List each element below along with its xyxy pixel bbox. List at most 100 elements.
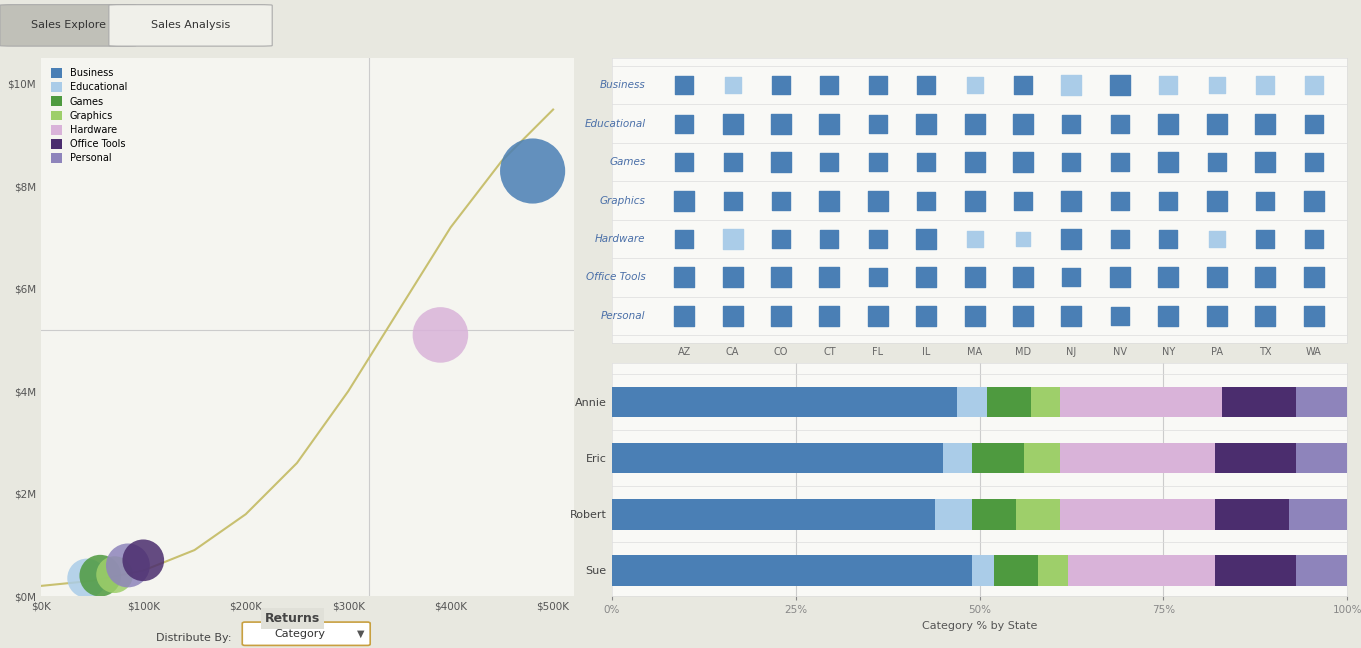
Text: Distribute By:: Distribute By: [157,632,231,643]
Point [1157,310,1179,321]
Text: Returns: Returns [265,612,320,625]
Bar [1060,443,1215,474]
Point [916,119,938,129]
Point [1109,310,1131,321]
Point [818,310,840,321]
Point [916,310,938,321]
Bar [995,555,1038,586]
Bar [1038,555,1068,586]
Bar [935,499,972,529]
Bar [943,443,972,474]
Point [90,570,112,581]
Point [867,195,889,205]
Text: ▼: ▼ [357,629,365,639]
Point [674,157,695,167]
Text: Graphics: Graphics [600,196,645,205]
Text: Sales Explore: Sales Explore [30,20,106,30]
Bar [1017,499,1060,529]
Bar [1289,499,1347,529]
Point [1109,80,1131,91]
Point [916,80,938,91]
Point [1206,234,1228,244]
Point [1206,119,1228,129]
Point [721,234,743,244]
Point [770,272,792,283]
Point [818,234,840,244]
Point [1302,195,1324,205]
Point [818,80,840,91]
Bar [611,555,972,586]
X-axis label: Category % by State: Category % by State [921,621,1037,631]
Point [867,119,889,129]
Point [818,195,840,205]
Point [1157,119,1179,129]
Point [1060,310,1082,321]
Bar [1060,387,1222,417]
Point [1013,310,1034,321]
Point [1302,234,1324,244]
Point [964,195,985,205]
Point [1060,272,1082,283]
Point [1206,272,1228,283]
Point [76,573,98,583]
Point [1206,195,1228,205]
Point [867,80,889,91]
Point [1109,272,1131,283]
Bar [1215,443,1296,474]
Point [964,80,985,91]
Text: Office Tools: Office Tools [585,272,645,283]
Point [1206,310,1228,321]
Point [867,310,889,321]
Point [1013,157,1034,167]
Point [674,80,695,91]
Point [867,157,889,167]
Point [1206,157,1228,167]
Point [721,310,743,321]
Point [818,272,840,283]
Point [1109,195,1131,205]
Point [132,555,154,566]
Bar [972,443,1023,474]
Bar [972,499,1017,529]
Point [770,234,792,244]
Bar [1060,499,1215,529]
Point [1013,80,1034,91]
Point [964,310,985,321]
Bar [1032,387,1060,417]
Point [674,310,695,321]
Point [1157,234,1179,244]
Bar [1296,555,1347,586]
Point [916,195,938,205]
Point [1255,157,1277,167]
Bar [611,443,943,474]
Point [1255,80,1277,91]
Point [964,119,985,129]
FancyBboxPatch shape [109,5,272,46]
Text: Games: Games [610,157,645,167]
Point [1109,119,1131,129]
Legend: Business, Educational, Games, Graphics, Hardware, Office Tools, Personal: Business, Educational, Games, Graphics, … [46,64,132,168]
Point [964,234,985,244]
Point [770,157,792,167]
Point [1302,80,1324,91]
Point [1302,272,1324,283]
Point [1255,310,1277,321]
Point [1013,195,1034,205]
Point [1157,195,1179,205]
Bar [1068,555,1215,586]
Point [1013,119,1034,129]
Point [674,195,695,205]
Point [1302,157,1324,167]
Text: Educational: Educational [584,119,645,129]
Bar [1296,443,1347,474]
Bar [957,387,987,417]
Bar [1215,499,1289,529]
Bar [987,387,1032,417]
Point [117,561,139,571]
Point [1013,234,1034,244]
Point [1255,195,1277,205]
Bar [1296,387,1347,417]
Point [818,157,840,167]
Point [1060,119,1082,129]
Point [1255,234,1277,244]
